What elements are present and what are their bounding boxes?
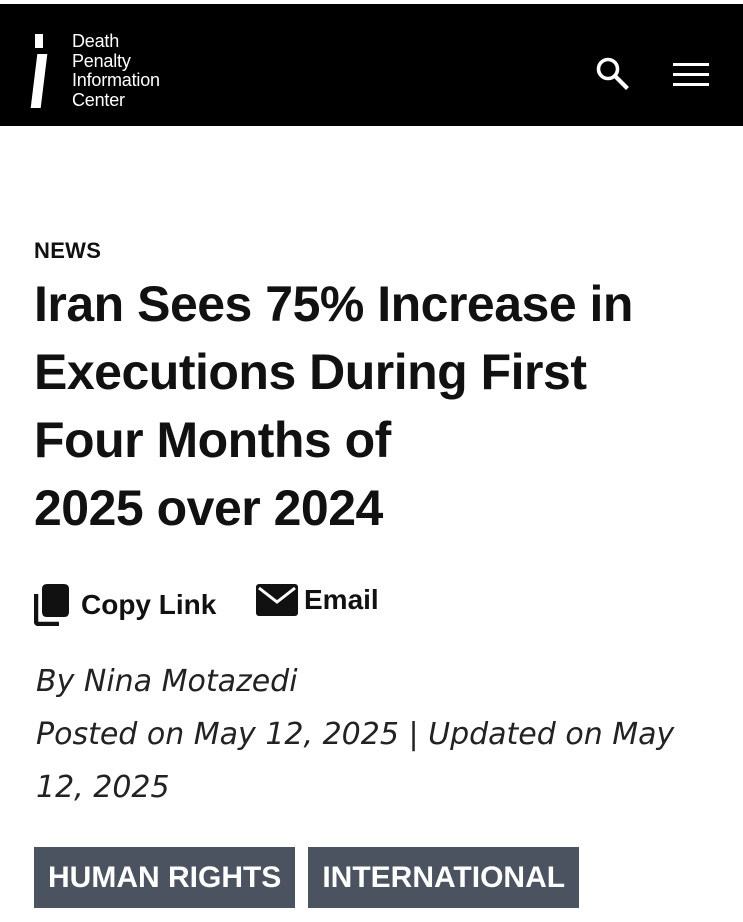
hamburger-menu-icon xyxy=(673,73,709,76)
copy-link-label: Copy Link xyxy=(81,589,217,620)
email-share-button[interactable]: Email xyxy=(256,584,379,616)
logo-line: Penalty xyxy=(72,50,131,71)
hamburger-menu-icon xyxy=(673,63,709,66)
menu-button[interactable] xyxy=(673,61,711,89)
tag-list: HUMAN RIGHTS INTERNATIONAL xyxy=(34,847,580,908)
copy-icon xyxy=(34,584,69,626)
site-header: Death Penalty Information Center xyxy=(0,4,743,126)
byline: By Nina Motazedi xyxy=(36,664,298,699)
category-link[interactable]: NEWS xyxy=(34,238,102,263)
tag-human-rights[interactable]: HUMAN RIGHTS xyxy=(34,847,296,908)
email-label: Email xyxy=(304,584,379,615)
article-title: Iran Sees 75% Increase in Executions Dur… xyxy=(34,270,724,542)
copy-link-button[interactable]: Copy Link xyxy=(34,584,216,626)
logo-line: Information xyxy=(72,70,160,90)
title-line: Four Months of xyxy=(34,412,391,468)
search-icon xyxy=(596,57,629,90)
post-dates: Posted on May 12, 2025 | Updated on May xyxy=(36,717,675,752)
logo-mark-icon xyxy=(30,32,48,110)
site-logo[interactable]: Death Penalty Information Center xyxy=(30,31,160,110)
title-line: 2025 over 2024 xyxy=(34,480,383,536)
search-button[interactable] xyxy=(594,55,630,91)
post-dates-continued: 12, 2025 xyxy=(36,770,170,805)
hamburger-menu-icon xyxy=(673,83,709,86)
logo-line: Center xyxy=(72,89,125,110)
title-line: Executions During First xyxy=(34,344,587,400)
tag-international[interactable]: INTERNATIONAL xyxy=(308,847,580,908)
logo-text: Death Penalty Information Center xyxy=(72,31,160,110)
envelope-icon xyxy=(256,584,298,616)
logo-line: Death xyxy=(72,31,120,51)
title-line: Iran Sees 75% Increase in xyxy=(34,276,633,332)
